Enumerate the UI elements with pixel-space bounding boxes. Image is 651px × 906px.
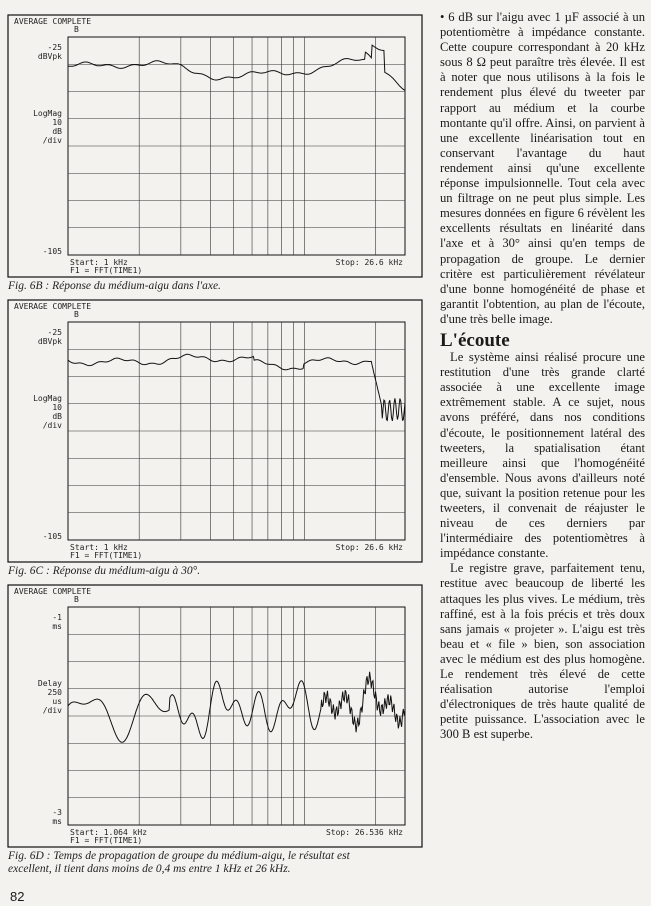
figure-frame bbox=[7, 14, 423, 278]
article: • 6 dB sur l'aigu avec 1 µF associé à un… bbox=[440, 10, 645, 743]
axis-label: dBVpk bbox=[38, 52, 62, 61]
curve bbox=[67, 353, 406, 422]
axis-label: -25 bbox=[48, 328, 63, 337]
axis-label: -105 bbox=[43, 532, 62, 541]
caption: Fig. 6C : Réponse du médium-aigu à 30°. bbox=[7, 565, 200, 577]
axis-label: 10 bbox=[52, 403, 62, 412]
axis-label: dB bbox=[52, 127, 62, 136]
caption: Fig. 6D : Temps de propagation de groupe… bbox=[7, 850, 351, 875]
stop: Stop: 26.536 kHz bbox=[326, 828, 403, 837]
axis-label: 250 bbox=[48, 688, 63, 697]
page-number: 82 bbox=[10, 889, 25, 904]
trace: F1 = FFT(TIME1) bbox=[70, 836, 142, 845]
paragraph: Le registre grave, parfaitement tenu, re… bbox=[440, 561, 645, 742]
marker: B bbox=[74, 25, 79, 34]
paragraph: • 6 dB sur l'aigu avec 1 µF associé à un… bbox=[440, 10, 645, 326]
figure-header: AVERAGE COMPLETE bbox=[14, 17, 91, 26]
axis-label: ms bbox=[52, 622, 62, 631]
figure-frame bbox=[7, 584, 423, 848]
axis-label: -25 bbox=[48, 43, 63, 52]
marker: B bbox=[74, 310, 79, 319]
figure: AVERAGE COMPLETEB-1msDelay250us/div-3msS… bbox=[7, 584, 423, 875]
axis-label: -105 bbox=[43, 247, 62, 256]
paragraph: Le système ainsi réalisé procure une res… bbox=[440, 350, 645, 561]
heading: L'écoute bbox=[440, 329, 510, 351]
axis-label: 10 bbox=[52, 118, 62, 127]
figure-frame bbox=[7, 299, 423, 563]
axis-label: /div bbox=[43, 421, 62, 430]
caption: Fig. 6B : Réponse du médium-aigu dans l'… bbox=[7, 280, 221, 292]
axis-label: Delay bbox=[38, 679, 62, 688]
axis-label: us bbox=[52, 697, 62, 706]
figures: AVERAGE COMPLETEB-25dBVpkLogMag10dB/div-… bbox=[7, 14, 423, 875]
stop: Stop: 26.6 kHz bbox=[336, 258, 404, 267]
axis-label: -3 bbox=[52, 808, 62, 817]
axis-label: LogMag bbox=[33, 109, 62, 118]
axis-label: /div bbox=[43, 136, 62, 145]
axis-label: dBVpk bbox=[38, 337, 62, 346]
axis-label: /div bbox=[43, 706, 62, 715]
curve bbox=[67, 671, 406, 743]
curve bbox=[68, 44, 406, 91]
marker: B bbox=[74, 595, 79, 604]
start: Start: 1 kHz bbox=[70, 258, 128, 267]
axis-label: dB bbox=[52, 412, 62, 421]
trace: F1 = FFT(TIME1) bbox=[70, 266, 142, 275]
axis-label: ms bbox=[52, 817, 62, 826]
axis-label: LogMag bbox=[33, 394, 62, 403]
axis-label: -1 bbox=[52, 613, 62, 622]
stop: Stop: 26.6 kHz bbox=[336, 543, 404, 552]
trace: F1 = FFT(TIME1) bbox=[70, 551, 142, 560]
start: Start: 1.064 kHz bbox=[70, 828, 147, 837]
start: Start: 1 kHz bbox=[70, 543, 128, 552]
figure-header: AVERAGE COMPLETE bbox=[14, 587, 91, 596]
figure-header: AVERAGE COMPLETE bbox=[14, 302, 91, 311]
